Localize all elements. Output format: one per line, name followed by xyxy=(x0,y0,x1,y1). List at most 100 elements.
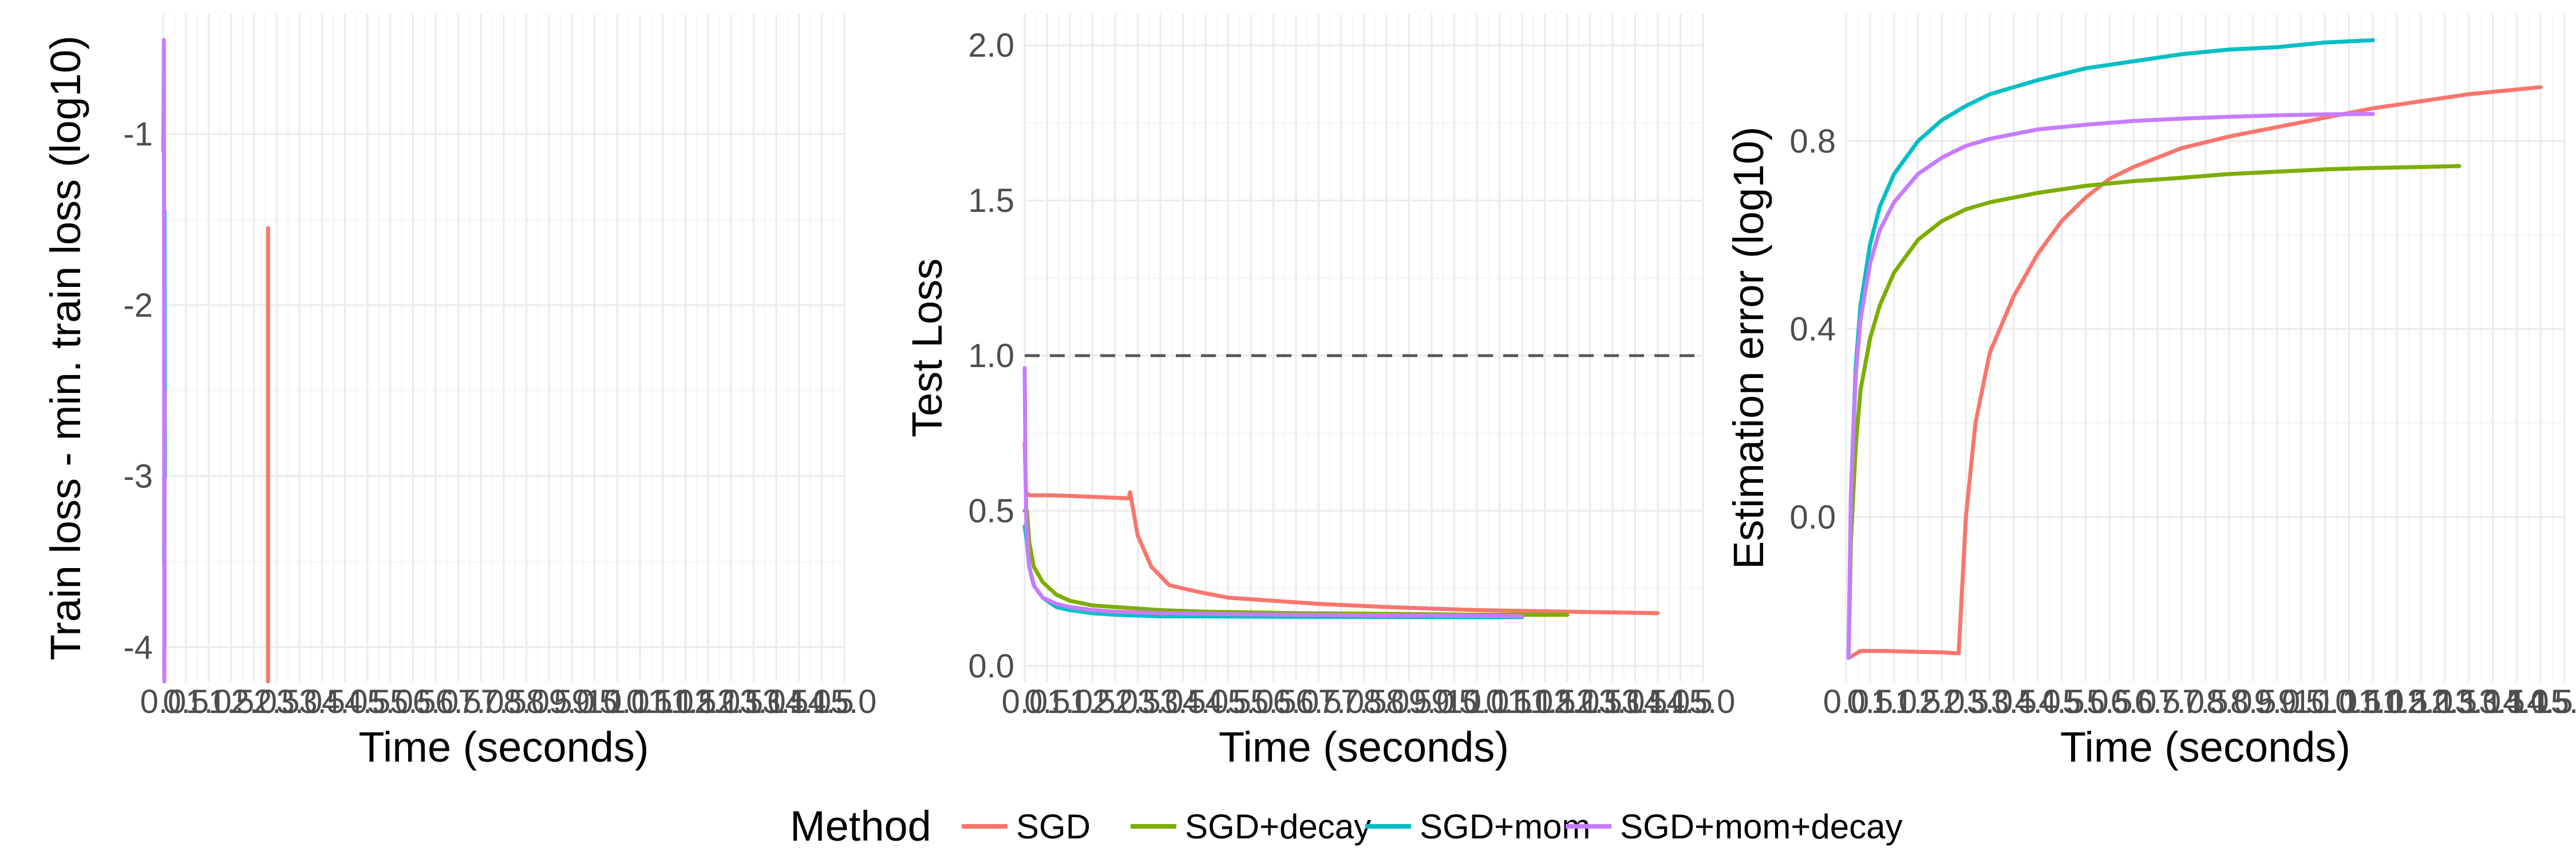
x-tick-label: 9.0 xyxy=(2254,683,2301,720)
x-tick-label: 10.0 xyxy=(1445,683,1510,720)
x-tick-label: 5.0 xyxy=(2063,683,2109,720)
x-tick-label: 8.5 xyxy=(1386,683,1432,720)
x-tick-label: 7.0 xyxy=(458,683,504,720)
x-tick-label: 0.5 xyxy=(163,683,209,720)
series-line-sgd xyxy=(1022,440,1660,616)
x-tick-label: 15.0 xyxy=(812,683,877,720)
x-tick-label: 4.0 xyxy=(2014,683,2061,720)
x-tick-label: 11.5 xyxy=(2366,683,2428,720)
y-tick-label: 0.8 xyxy=(1789,123,1836,160)
x-tick-label: 10.5 xyxy=(608,683,673,720)
x-tick-label: 2.0 xyxy=(1092,683,1139,720)
legend-item-label: SGD+mom xyxy=(1420,807,1590,846)
x-tick-label: 2.5 xyxy=(1115,683,1161,720)
x-tick-label: 5.5 xyxy=(1250,683,1297,720)
x-tick-label: 14.0 xyxy=(1626,683,1690,720)
x-tick-label: 9.5 xyxy=(571,683,618,720)
x-tick-label: 9.0 xyxy=(1409,683,1455,720)
legend-item-label: SGD+mom+decay xyxy=(1620,807,1903,846)
y-tick-label: 0.0 xyxy=(968,648,1014,685)
x-tick-label: 10.5 xyxy=(1467,683,1532,720)
x-tick-label: 0.0 xyxy=(1002,683,1048,720)
x-axis-title: Time (seconds) xyxy=(1219,723,1509,771)
x-tick-label: 9.5 xyxy=(2278,683,2325,720)
panel-3: 0.00.51.01.52.02.53.03.54.04.55.05.56.06… xyxy=(1725,14,2576,771)
series-line-sgd-mom-decay xyxy=(161,38,167,684)
panel-1: 0.00.51.01.52.02.53.03.54.04.55.05.56.06… xyxy=(42,14,876,771)
series-line-sgd-mom-decay xyxy=(1022,366,1524,618)
x-tick-label: 0.0 xyxy=(140,683,187,720)
legend: Method SGD SGD+decay SGD+mom SGD+mom+decay xyxy=(790,802,1903,850)
series-line-sgd xyxy=(1846,85,2543,660)
x-tick-label: 6.0 xyxy=(2111,683,2157,720)
x-tick-label: 9.0 xyxy=(549,683,595,720)
x-tick-label: 8.0 xyxy=(1364,683,1410,720)
x-tick-label: 11.0 xyxy=(2342,683,2404,720)
x-axis-title: Time (seconds) xyxy=(358,723,649,771)
x-tick-label: 7.0 xyxy=(2158,683,2204,720)
series-line-sgd-mom xyxy=(1846,38,2375,660)
x-tick-label: 12.0 xyxy=(676,683,741,720)
x-tick-label: 1.0 xyxy=(1871,683,1917,720)
legend-title: Method xyxy=(790,802,931,850)
x-tick-label: 4.5 xyxy=(345,683,391,720)
x-tick-label: 6.5 xyxy=(2135,683,2181,720)
x-tick-label: 5.5 xyxy=(2087,683,2133,720)
x-tick-label: 0.5 xyxy=(1847,683,1894,720)
x-tick-label: 10.0 xyxy=(585,683,650,720)
panel-2: 0.0 0.5 1.0 1.5 2.02.53.03.54.04.55.05.56.06… xyxy=(903,14,1735,771)
x-tick-label: 1.0 xyxy=(1047,683,1093,720)
x-tick-label: 5.0 xyxy=(1228,683,1274,720)
x-tick-label: 2.5 xyxy=(1943,683,1989,720)
x-tick-label: 3.0 xyxy=(1967,683,2013,720)
x-tick-label: 15.0 xyxy=(1671,683,1736,720)
x-tick-label: 1.0 xyxy=(185,683,232,720)
x-tick-label: 7.0 xyxy=(1318,683,1365,720)
y-tick-label: 1.0 xyxy=(968,337,1014,375)
x-tick-label: 4.0 xyxy=(322,683,368,720)
x-tick-label: 6.5 xyxy=(1295,683,1342,720)
x-tick-label: 9.5 xyxy=(1431,683,1477,720)
x-tick-label: 12.5 xyxy=(698,683,763,720)
x-tick-label: 4.5 xyxy=(1205,683,1251,720)
x-tick-label: 13.0 xyxy=(2436,683,2501,720)
x-tick-label: 1.5 xyxy=(208,683,255,720)
x-tick-label: 8.5 xyxy=(526,683,572,720)
y-axis-title: Estimation error (log10) xyxy=(1725,127,1772,569)
x-tick-label: 6.0 xyxy=(1273,683,1319,720)
y-tick-label: -4 xyxy=(123,629,153,666)
x-tick-label: 6.0 xyxy=(413,683,459,720)
x-tick-label: 14.5 xyxy=(789,683,854,720)
x-tick-label: 3.5 xyxy=(299,683,345,720)
y-tick-label: 0.0 xyxy=(1789,499,1836,536)
x-tick-label: 12.0 xyxy=(1535,683,1600,720)
x-tick-label: 14.0 xyxy=(767,683,831,720)
x-tick-label: 8.0 xyxy=(2206,683,2253,720)
x-tick-label: 4.0 xyxy=(1183,683,1229,720)
x-tick-label: 15.0 xyxy=(2532,683,2576,720)
x-tick-label: 2.0 xyxy=(231,683,277,720)
x-tick-label: 3.5 xyxy=(1160,683,1206,720)
x-tick-label: 13.5 xyxy=(2460,683,2525,720)
x-tick-label: 2.0 xyxy=(1919,683,1965,720)
y-tick-label: 0.5 xyxy=(968,492,1014,530)
x-tick-label: 6.5 xyxy=(435,683,481,720)
series-line-sgd-mom-decay xyxy=(1846,112,2375,660)
y-tick-label: 0.4 xyxy=(1789,311,1836,348)
x-tick-label: 3.0 xyxy=(1137,683,1184,720)
x-tick-label: 11.5 xyxy=(1514,683,1576,720)
x-tick-label: 0.0 xyxy=(1823,683,1870,720)
x-tick-label: 12.5 xyxy=(2412,683,2477,720)
x-tick-label: 7.5 xyxy=(2182,683,2229,720)
x-tick-label: 12.5 xyxy=(1558,683,1622,720)
x-tick-label: 11.5 xyxy=(654,683,717,720)
x-tick-label: 12.0 xyxy=(2389,683,2453,720)
y-tick-label: -1 xyxy=(123,116,153,153)
x-tick-label: 8.5 xyxy=(2230,683,2277,720)
x-tick-label: 5.0 xyxy=(367,683,413,720)
x-tick-label: 13.0 xyxy=(1581,683,1645,720)
x-tick-label: 11.0 xyxy=(631,683,694,720)
y-tick-label: 1.5 xyxy=(968,182,1014,219)
y-axis-title: Test Loss xyxy=(903,258,951,438)
